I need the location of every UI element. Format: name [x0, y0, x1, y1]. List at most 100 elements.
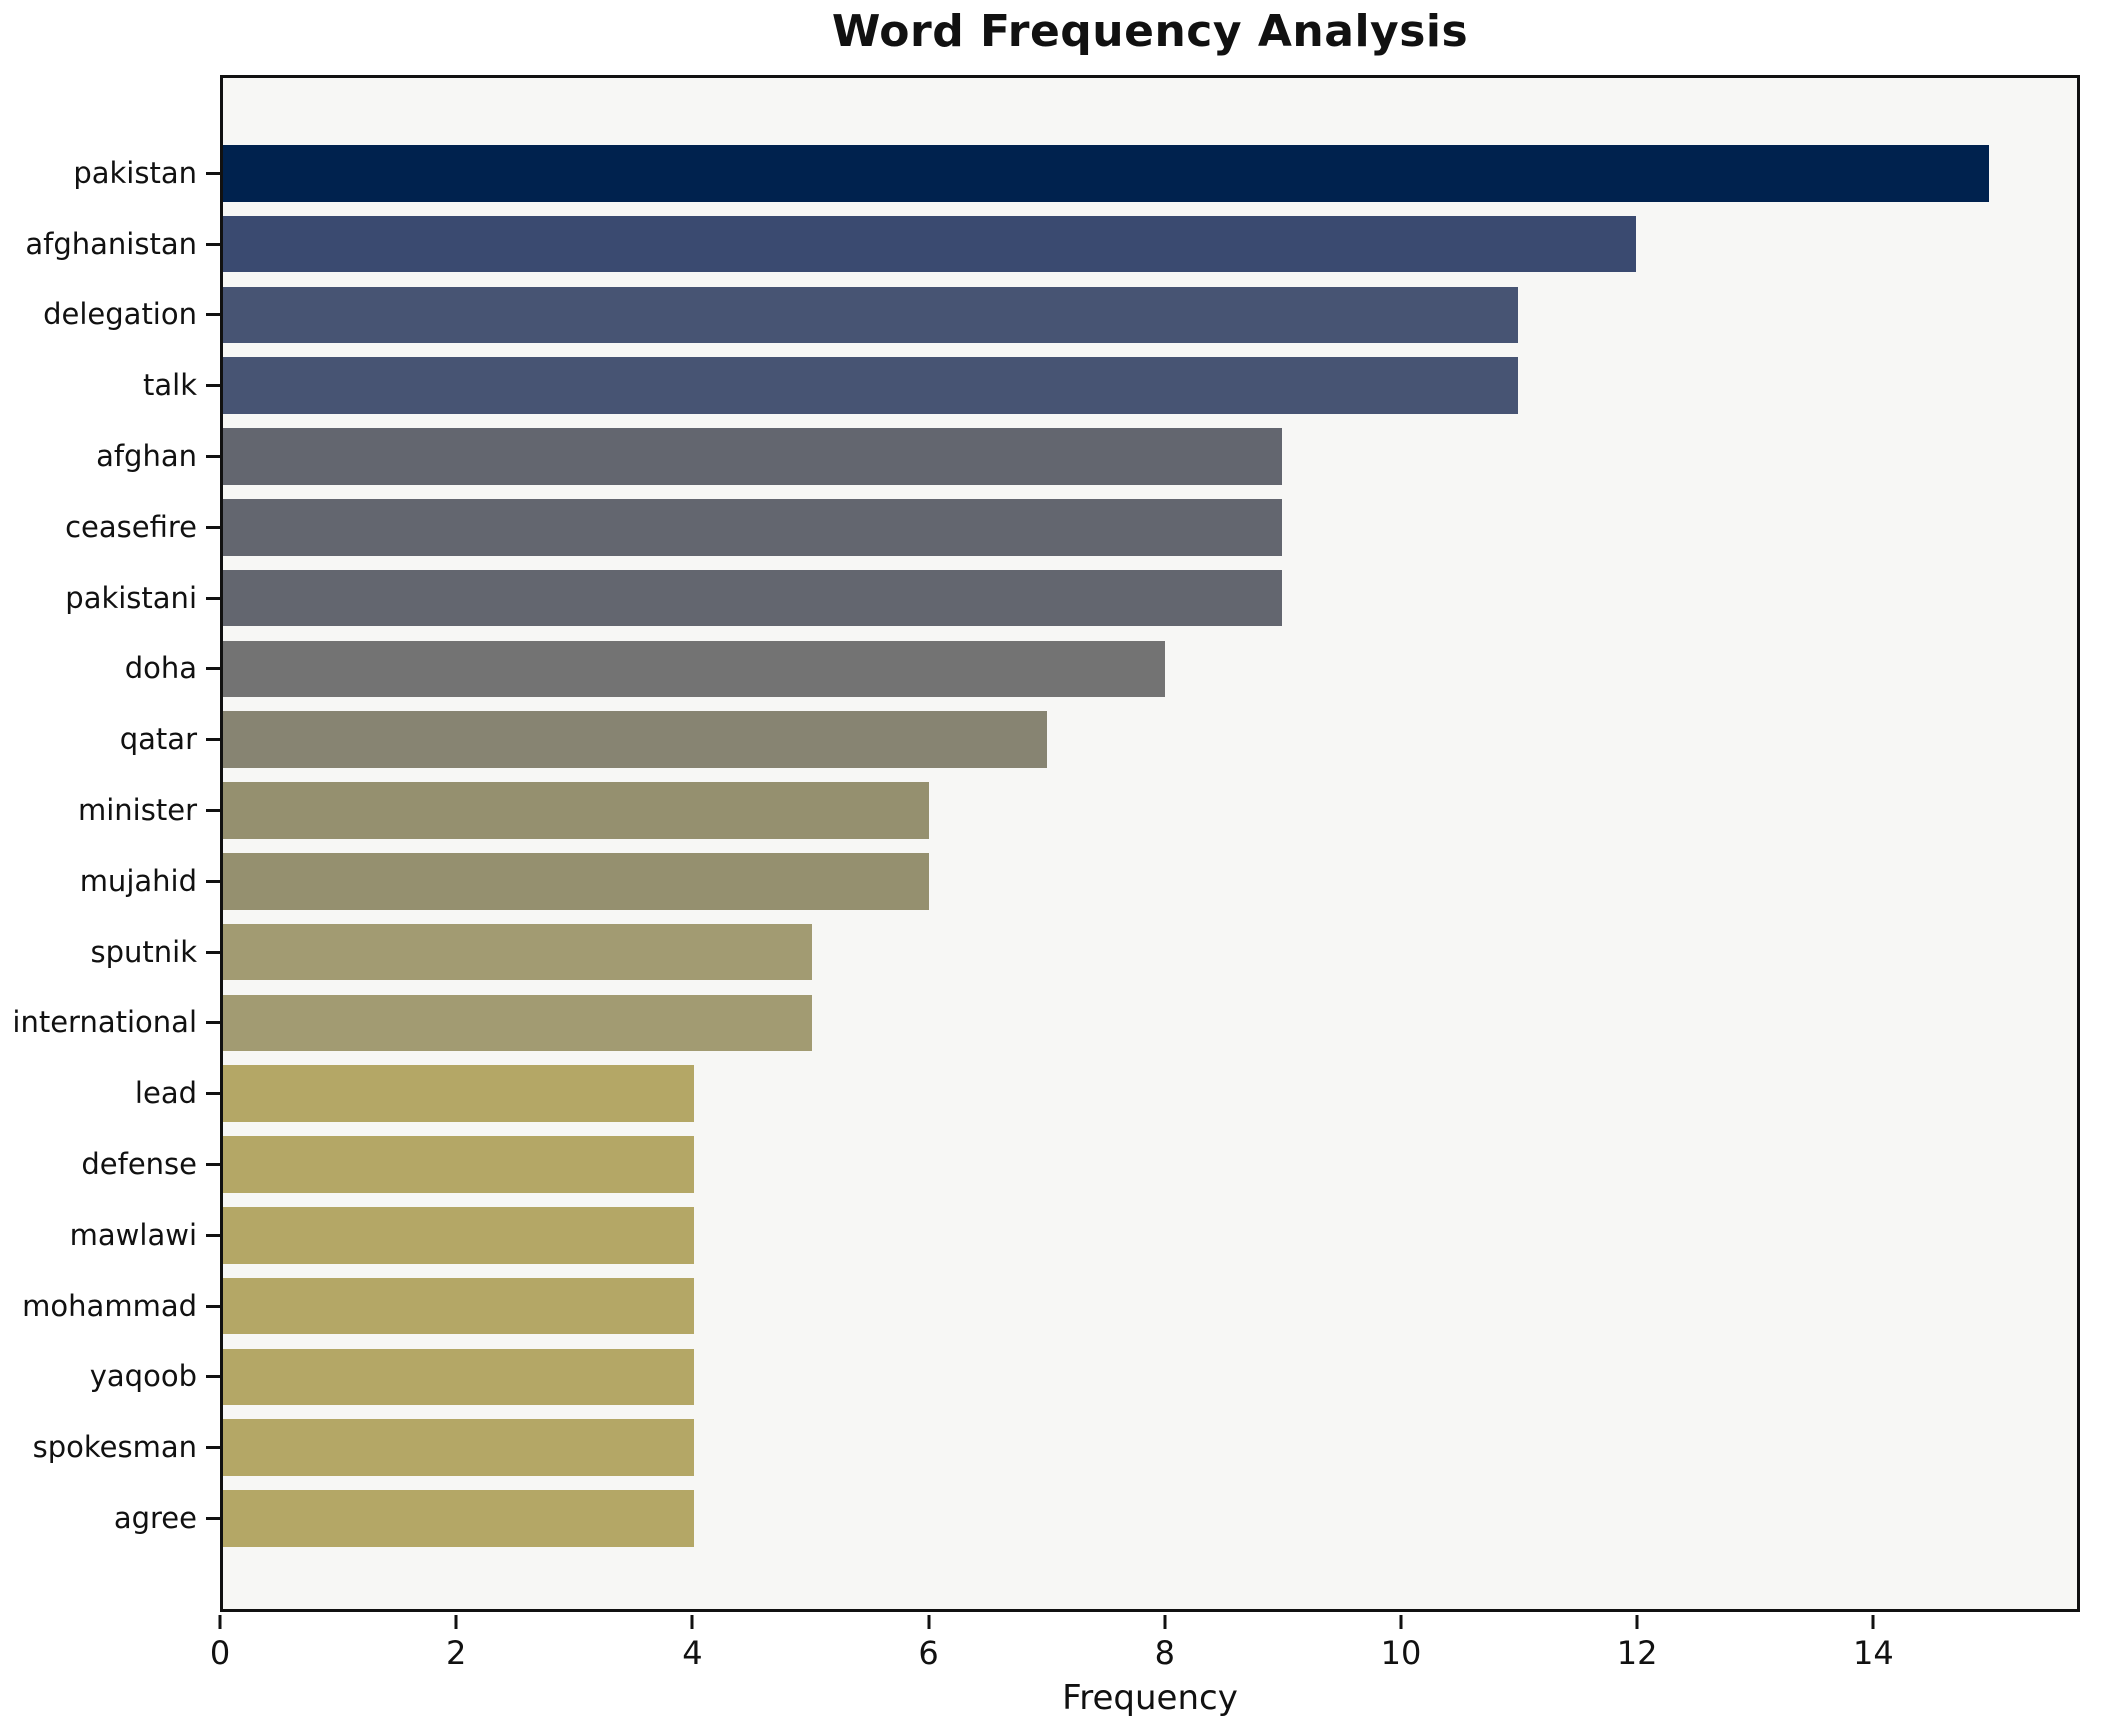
- x-tick-mark: [927, 1615, 931, 1629]
- bar-band: [223, 280, 2077, 351]
- bar-band: [223, 1129, 2077, 1200]
- y-tick-mark: [206, 1058, 220, 1129]
- bar-band: [223, 1342, 2077, 1413]
- x-tick-label-6: 6: [918, 1634, 939, 1672]
- bar-band: [223, 1271, 2077, 1342]
- x-tick-label-12: 12: [1616, 1634, 1658, 1672]
- bar-mawlawi: [223, 1207, 694, 1264]
- y-tick-mark: [206, 1200, 220, 1271]
- x-tick-label-4: 4: [682, 1634, 703, 1672]
- y-tick-label-mawlawi: mawlawi: [69, 1217, 197, 1252]
- y-tick-label-mujahid: mujahid: [79, 863, 197, 898]
- y-tick-label-sputnik: sputnik: [90, 934, 198, 969]
- y-tick-mark: [206, 917, 220, 988]
- bar-band: [223, 492, 2077, 563]
- bar-lead: [223, 1065, 694, 1123]
- bar-band: [223, 775, 2077, 846]
- y-tick-label-spokesman: spokesman: [32, 1430, 197, 1465]
- x-tick-label-2: 2: [446, 1634, 467, 1672]
- y-tick-label-doha: doha: [124, 651, 197, 686]
- y-tick-label-defense: defense: [81, 1147, 197, 1182]
- bar-afghan: [223, 428, 1283, 485]
- y-tick-mark: [206, 1412, 220, 1483]
- bar-band: [223, 350, 2077, 421]
- y-tick-mark: [206, 775, 220, 846]
- y-tick-mark: [206, 350, 220, 421]
- bar-pakistan: [223, 145, 1989, 202]
- bar-band: [223, 634, 2077, 705]
- y-tick-label-pakistan: pakistan: [73, 155, 197, 190]
- x-axis: Frequency 0 2 4 6 8 10 12 14: [210, 1615, 2080, 1722]
- y-tick-mark: [206, 1271, 220, 1342]
- bar-doha: [223, 640, 1165, 698]
- bar-sputnik: [223, 923, 812, 981]
- bar-band: [223, 421, 2077, 492]
- y-tick-mark: [206, 1483, 220, 1554]
- bar-pakistani: [223, 569, 1283, 627]
- x-tick-mark: [1871, 1615, 1875, 1629]
- x-tick-mark: [1163, 1615, 1167, 1629]
- bar-agree: [223, 1490, 694, 1547]
- bar-afghanistan: [223, 215, 1636, 273]
- bar-band: [223, 1200, 2077, 1271]
- bar-delegation: [223, 286, 1518, 344]
- y-tick-label-delegation: delegation: [43, 297, 197, 332]
- y-axis-labels: pakistan afghanistan delegation talk afghan c…: [0, 138, 197, 1554]
- y-tick-label-afghan: afghan: [96, 439, 197, 474]
- y-tick-label-afghanistan: afghanistan: [25, 226, 197, 261]
- bar-band: [223, 917, 2077, 988]
- bar-band: [223, 1412, 2077, 1483]
- chart-title: Word Frequency Analysis: [831, 6, 1469, 57]
- y-tick-mark: [206, 1129, 220, 1200]
- y-tick-mark: [206, 846, 220, 917]
- y-tick-mark: [206, 988, 220, 1059]
- bar-band: [223, 988, 2077, 1059]
- y-tick-label-talk: talk: [143, 368, 197, 403]
- bar-band: [223, 138, 2077, 209]
- y-tick-mark: [206, 209, 220, 280]
- y-tick-mark: [206, 704, 220, 775]
- bar-band: [223, 846, 2077, 917]
- plot-area: [220, 75, 2080, 1612]
- bar-band: [223, 209, 2077, 280]
- x-tick-label-8: 8: [1154, 1634, 1175, 1672]
- bar-spokesman: [223, 1419, 694, 1477]
- y-tick-label-yaqoob: yaqoob: [89, 1359, 197, 1394]
- x-tick-mark: [1635, 1615, 1639, 1629]
- bar-band: [223, 1483, 2077, 1554]
- x-tick-mark: [454, 1615, 458, 1629]
- x-tick-mark: [1399, 1615, 1403, 1629]
- bar-talk: [223, 357, 1518, 415]
- x-tick-label-10: 10: [1380, 1634, 1422, 1672]
- y-tick-label-mohammad: mohammad: [22, 1288, 197, 1323]
- bar-international: [223, 994, 812, 1052]
- bars: [223, 78, 2077, 1609]
- y-tick-mark: [206, 1342, 220, 1413]
- bar-band: [223, 1058, 2077, 1129]
- y-tick-mark: [206, 563, 220, 634]
- bar-yaqoob: [223, 1348, 694, 1406]
- bar-qatar: [223, 711, 1047, 769]
- bar-band: [223, 563, 2077, 634]
- y-tick-label-pakistani: pakistani: [65, 580, 197, 615]
- y-tick-mark: [206, 138, 220, 209]
- x-tick-label-0: 0: [209, 1634, 231, 1672]
- bar-mohammad: [223, 1277, 694, 1335]
- y-tick-label-agree: agree: [113, 1501, 197, 1536]
- y-tick-mark: [206, 421, 220, 492]
- x-tick-mark: [690, 1615, 694, 1629]
- x-axis-label: Frequency: [1062, 1678, 1238, 1718]
- bar-defense: [223, 1136, 694, 1193]
- bar-band: [223, 704, 2077, 775]
- x-tick-label-14: 14: [1852, 1634, 1894, 1672]
- y-tick-label-lead: lead: [134, 1076, 197, 1111]
- y-tick-label-qatar: qatar: [119, 722, 197, 757]
- x-tick-mark: [218, 1615, 222, 1629]
- y-tick-label-minister: minister: [78, 793, 197, 828]
- bar-mujahid: [223, 853, 930, 910]
- bar-ceasefire: [223, 499, 1283, 556]
- y-tick-mark: [206, 280, 220, 351]
- y-axis-ticks: [206, 138, 220, 1554]
- y-tick-label-international: international: [12, 1005, 197, 1040]
